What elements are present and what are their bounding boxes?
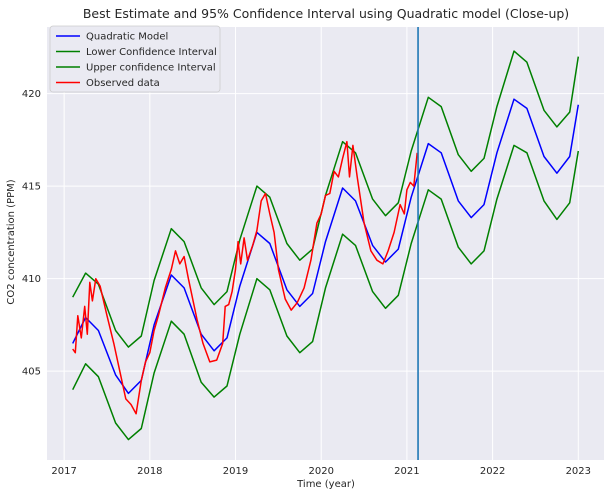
- legend-label: Lower Confidence Interval: [86, 47, 217, 58]
- x-tick-label: 2017: [51, 466, 76, 477]
- tick-labels: 2017 2018 2019 2020 2021 2022 2023 405 410 415 420: [22, 89, 591, 477]
- x-axis-label: Time (year): [296, 479, 355, 490]
- legend-box: [49, 25, 221, 93]
- series-line-observed-data: [72, 140, 418, 415]
- legend-items: Quadratic Model Lower Confidence Interval…: [56, 32, 217, 89]
- x-tick-label: 2019: [223, 466, 248, 477]
- y-tick-label: 415: [22, 182, 41, 193]
- legend-label: Observed data: [86, 78, 160, 89]
- x-tick-label: 2023: [566, 466, 591, 477]
- series-lines: [72, 50, 580, 441]
- x-tick-label: 2020: [308, 466, 333, 477]
- series-line-quadratic-model: [72, 98, 580, 395]
- x-tick-label: 2021: [394, 466, 419, 477]
- series-line-lower-confidence-interval: [72, 144, 580, 441]
- y-axis-label: CO2 concentration (PPM): [6, 179, 17, 304]
- legend-label: Upper confidence Interval: [86, 63, 216, 74]
- chart-title: Best Estimate and 95% Confidence Interva…: [83, 6, 569, 21]
- x-tick-label: 2022: [480, 466, 505, 477]
- legend-label: Quadratic Model: [86, 32, 168, 43]
- y-tick-label: 410: [22, 274, 41, 285]
- x-tick-label: 2018: [137, 466, 162, 477]
- grid-lines: [47, 27, 604, 460]
- y-tick-label: 405: [22, 367, 41, 378]
- legend: Quadratic Model Lower Confidence Interval…: [49, 25, 221, 93]
- y-tick-label: 420: [22, 89, 41, 100]
